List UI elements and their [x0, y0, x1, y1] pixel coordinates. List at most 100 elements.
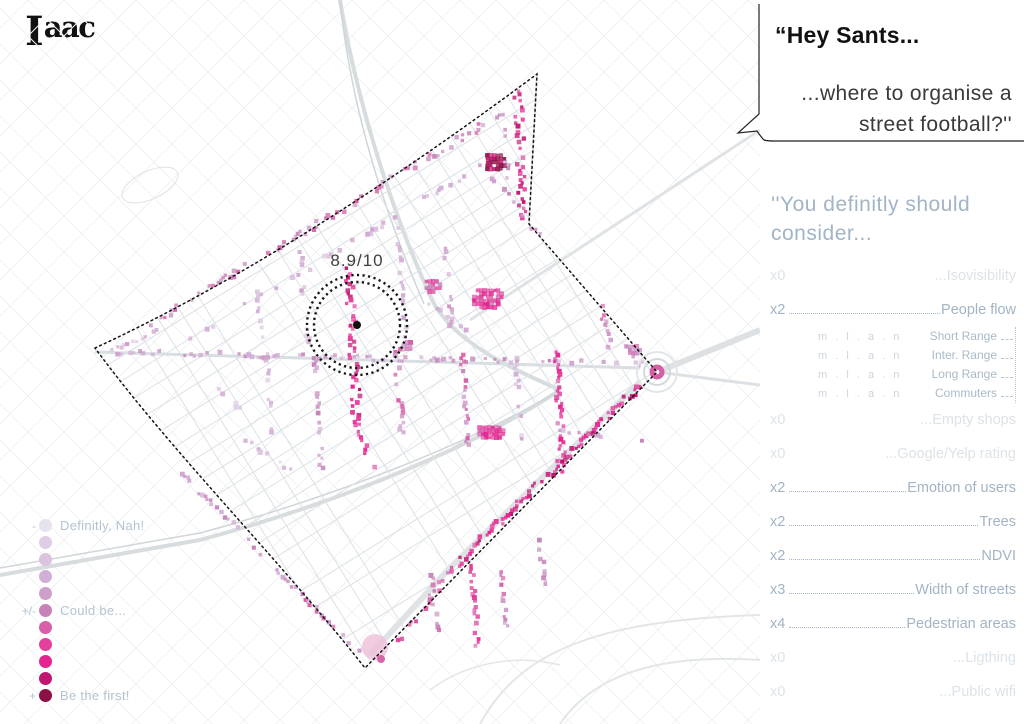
criteria-row: x2 NDVI — [770, 539, 1016, 573]
dotted-leader — [789, 313, 941, 314]
criteria-label: NDVI — [981, 548, 1016, 564]
criteria-label: Pedestrian areas — [906, 616, 1016, 632]
criteria-row: x3 Width of streets — [770, 573, 1016, 607]
roundabout-marker — [636, 351, 678, 393]
criteria-multiplier: x3 — [770, 582, 786, 598]
criteria-label: ...Isovisibility — [934, 268, 1016, 284]
legend-row: + Be the first! — [12, 687, 144, 704]
legend-row — [12, 653, 144, 670]
legend-row — [12, 534, 144, 551]
bubble-title: “Hey Sants... — [775, 22, 920, 48]
speech-bubble-outline — [736, 4, 1024, 142]
panel-heading-line1: ''You definitly should — [771, 193, 971, 216]
criteria-row: x0 ...Ligthing — [770, 641, 1016, 675]
score-label: 8.9/10 — [330, 251, 383, 270]
criteria-multiplier: x0 — [770, 650, 786, 666]
dash-leader — [1001, 339, 1013, 340]
subcriteria-label: Long Range — [931, 367, 997, 381]
criteria-label: ...Google/Yelp rating — [885, 446, 1016, 462]
time-letters: m . l . a . n — [818, 369, 902, 381]
criteria-multiplier: x0 — [770, 268, 786, 284]
iaac-logo: Iaac — [25, 8, 96, 55]
legend-color-dot — [39, 604, 52, 617]
district-boundary — [93, 72, 659, 670]
bubble-question: ...where to organise a street football?'… — [801, 78, 1012, 140]
subcriteria-row: m . l . a . n Inter. Range — [770, 346, 1013, 365]
legend-color-dot — [39, 570, 52, 583]
dash-leader — [1001, 396, 1013, 397]
subcriteria-label: Short Range — [929, 329, 997, 343]
subcriteria-row: m . l . a . n Long Range — [770, 365, 1013, 384]
legend-row — [12, 585, 144, 602]
legend-sign: - — [32, 518, 36, 533]
criteria-row: x2 Trees — [770, 505, 1016, 539]
walkability-heatmap — [110, 89, 644, 653]
legend-row — [12, 568, 144, 585]
logo-letters-aac: aac — [43, 10, 96, 44]
criteria-label: Width of streets — [915, 582, 1016, 598]
legend-sign: + — [28, 688, 36, 703]
subcriteria-label: Commuters — [934, 386, 997, 400]
legend-sign: +/- — [21, 603, 36, 618]
score-legend: - Definitly, Nah! +/- Could be... + Be the fi… — [12, 517, 145, 704]
panel-heading: ''You definitly should consider... — [771, 190, 970, 248]
criteria-multiplier: x4 — [770, 616, 786, 632]
legend-row — [12, 670, 144, 687]
criteria-multiplier: x2 — [770, 514, 786, 530]
criteria-label: ...Ligthing — [953, 650, 1016, 666]
criteria-multiplier: x0 — [770, 446, 786, 462]
legend-label: Be the first! — [60, 688, 130, 703]
subcriteria-label: Inter. Range — [931, 348, 997, 362]
legend-row — [12, 619, 144, 636]
dotted-leader — [789, 593, 915, 594]
criteria-row: x2 People flow — [770, 293, 1016, 327]
criteria-multiplier: x0 — [770, 412, 786, 428]
criteria-list: x0 ...Isovisibility x2 People flow m . l . a… — [770, 259, 1016, 709]
criteria-multiplier: x2 — [770, 548, 786, 564]
criteria-multiplier: x2 — [770, 480, 786, 496]
legend-label: Definitly, Nah! — [60, 518, 145, 533]
criteria-multiplier: x0 — [770, 684, 786, 700]
criteria-row: x0 ...Public wifi — [770, 675, 1016, 709]
criteria-label: People flow — [941, 302, 1016, 318]
dotted-leader — [789, 559, 981, 560]
time-letters: m . l . a . n — [818, 331, 902, 343]
dotted-leader — [789, 491, 907, 492]
criteria-row: x0 ...Google/Yelp rating — [770, 437, 1016, 471]
legend-color-dot — [39, 638, 52, 651]
score-annotation: 8.9/10 — [305, 251, 409, 377]
logo-letter-i: I — [25, 8, 44, 55]
dotted-leader — [789, 525, 979, 526]
dash-leader — [1001, 377, 1013, 378]
panel-heading-line2: consider... — [771, 222, 873, 245]
criteria-label: Emotion of users — [907, 480, 1016, 496]
bottom-plaza-marker — [362, 634, 388, 663]
criteria-row: x2 Emotion of users — [770, 471, 1016, 505]
criteria-row: x0 ...Empty shops — [770, 403, 1016, 437]
legend-color-dot — [39, 587, 52, 600]
legend-row: +/- Could be... — [12, 602, 144, 619]
legend-color-dot — [39, 553, 52, 566]
legend-color-dot — [39, 519, 52, 532]
legend-color-dot — [39, 689, 52, 702]
legend-color-dot — [39, 655, 52, 668]
criteria-label: ...Public wifi — [939, 684, 1016, 700]
legend-row: - Definitly, Nah! — [12, 517, 144, 534]
legend-color-dot — [39, 672, 52, 685]
time-letters: m . l . a . n — [818, 388, 902, 400]
legend-label: Could be... — [60, 603, 127, 618]
legend-color-dot — [39, 536, 52, 549]
score-point — [353, 321, 361, 329]
dash-leader — [1001, 358, 1013, 359]
bubble-question-line1: ...where to organise a — [801, 82, 1012, 105]
criteria-multiplier: x2 — [770, 302, 786, 318]
dotted-leader — [789, 627, 906, 628]
bubble-question-line2: street football?'' — [859, 113, 1012, 136]
criteria-row: x0 ...Isovisibility — [770, 259, 1016, 293]
criteria-row: x4 Pedestrian areas — [770, 607, 1016, 641]
people-flow-subcriteria: m . l . a . n Short Range m . l . a . n Int… — [770, 327, 1016, 403]
legend-row — [12, 636, 144, 653]
criteria-label: ...Empty shops — [920, 412, 1016, 428]
subcriteria-row: m . l . a . n Short Range — [770, 327, 1013, 346]
time-letters: m . l . a . n — [818, 350, 902, 362]
